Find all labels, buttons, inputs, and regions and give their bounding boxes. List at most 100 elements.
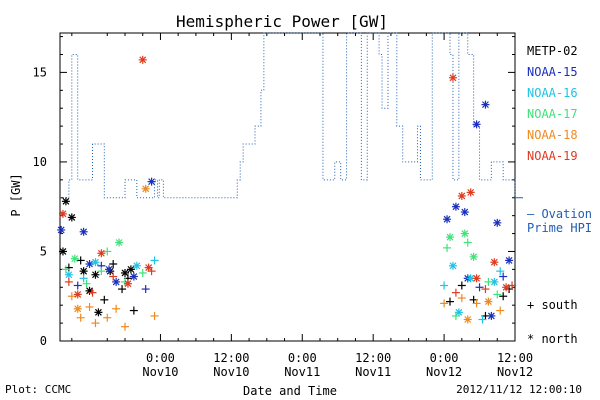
point-stroke [446,233,454,241]
point-north [73,290,82,299]
point-south [493,290,502,299]
point-south [64,277,73,286]
point-stroke [487,312,495,320]
point-north [58,209,67,218]
plot-frame [59,32,516,342]
point-north [61,197,70,206]
point-stroke [59,210,67,218]
point-stroke [80,267,88,275]
point-north [457,191,466,200]
point-south [496,267,505,276]
x-tick-label-time: 0:00 [288,351,317,365]
point-north [132,261,141,270]
marker-key-north: * north [527,332,578,346]
point-south [451,311,460,320]
x-tick-label-date: Nov12 [426,365,462,379]
point-south [451,288,460,297]
point-south [147,267,156,276]
point-north [138,55,147,64]
x-tick-label-time: 12:00 [213,351,249,365]
point-stroke [121,269,129,277]
point-south [457,281,466,290]
point-stroke [443,215,451,223]
point-south [150,256,159,265]
point-stroke [92,258,99,266]
point-south [103,247,112,256]
point-north [451,202,460,211]
point-north [85,260,94,268]
point-north [73,304,82,313]
legend-entry-metp-02: METP-02 [527,44,578,58]
point-north [466,188,475,197]
point-stroke [92,271,99,279]
point-north [129,272,138,281]
point-north [448,261,457,270]
point-stroke [490,278,498,286]
point-stroke [470,253,478,261]
x-tick-label-time: 12:00 [497,351,533,365]
point-south [103,313,112,322]
point-south [100,295,109,304]
point-north [141,184,150,193]
plot-credit: Plot: CCMC [5,383,72,396]
point-south [129,306,138,315]
ovation-legend-line2: Prime HPI [527,221,593,235]
point-south [496,306,505,315]
point-stroke [71,255,79,263]
point-stroke [461,208,469,216]
point-south [443,243,452,252]
point-stroke [449,74,457,82]
point-stroke [94,308,102,316]
point-south [499,272,508,281]
y-tick-label: 5 [40,244,47,258]
point-south [138,268,147,277]
point-south [475,283,484,292]
point-north [481,100,490,109]
point-north [469,252,478,261]
point-stroke [59,248,67,255]
point-north [463,315,472,324]
point-north [70,254,79,263]
point-south [76,256,85,265]
point-north [460,229,469,238]
data-points-layer [57,55,517,331]
point-south [478,315,487,324]
point-south [446,297,454,306]
point-north [502,283,511,292]
point-north [443,215,452,224]
point-north [91,270,100,279]
point-south [481,285,490,294]
point-stroke [74,305,82,313]
point-stroke [133,262,141,270]
point-stroke [148,178,156,186]
point-stroke [473,120,481,128]
point-south [463,238,472,247]
point-stroke [484,298,492,306]
point-south [91,319,100,328]
point-stroke [62,197,70,205]
point-south [499,292,508,301]
point-stroke [65,271,73,279]
x-tick-label-date: Nov10 [213,365,249,379]
point-south [109,260,118,268]
point-south [82,279,91,288]
point-north [460,208,469,217]
point-stroke [127,265,135,273]
point-stroke [130,273,138,280]
point-south [440,281,449,290]
point-south [457,294,466,303]
point-stroke [139,56,147,64]
point-south [118,285,127,294]
point-stroke [86,287,93,295]
point-north [505,256,514,265]
point-stroke [467,274,475,282]
point-south [472,299,481,308]
point-south [61,265,70,274]
x-axis-label: Date and Time [243,384,337,398]
point-stroke [57,226,65,234]
point-stroke [473,274,481,282]
point-north [126,265,135,274]
point-south [79,274,88,283]
y-tick-label: 10 [33,155,47,169]
